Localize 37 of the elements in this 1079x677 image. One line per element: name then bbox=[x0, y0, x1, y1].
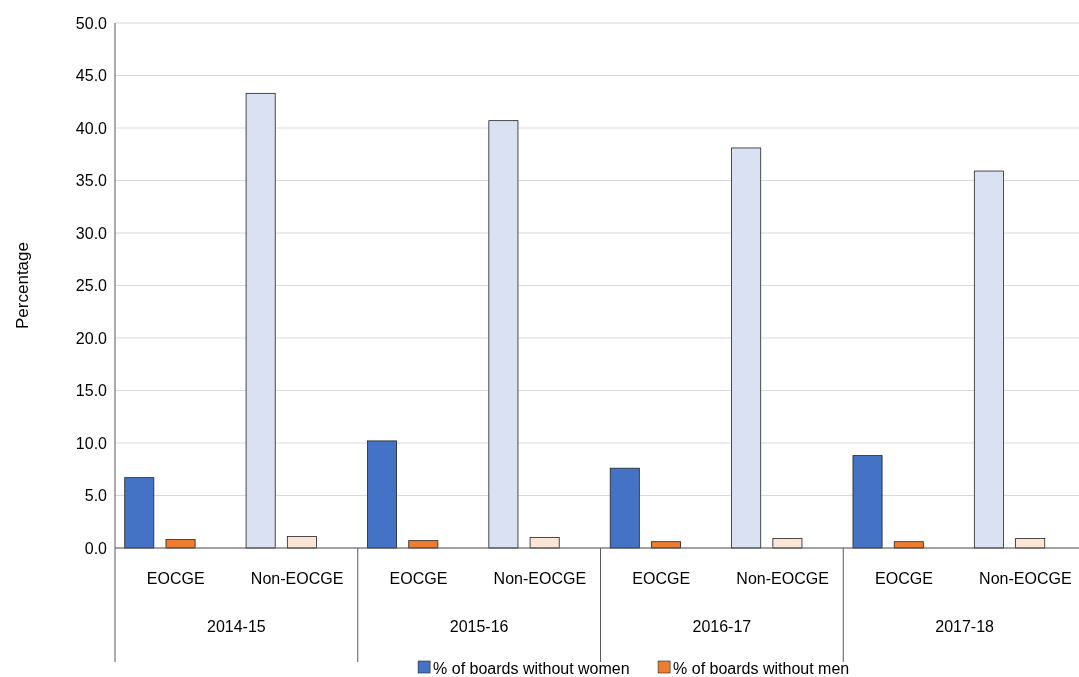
x-tick-label: Non-EOCGE bbox=[493, 569, 587, 587]
text: 2017-18 bbox=[935, 617, 995, 635]
bar bbox=[529, 537, 560, 549]
bar bbox=[772, 538, 803, 549]
x-tick-label: EOCGE bbox=[875, 569, 933, 587]
legend-label: % of boards without men bbox=[673, 659, 850, 677]
y-tick-label: 20.0 bbox=[75, 329, 108, 347]
x-tick-label: EOCGE bbox=[632, 569, 691, 587]
y-tick-label: 35.0 bbox=[75, 172, 108, 190]
text: 2014-15 bbox=[207, 617, 266, 635]
bar bbox=[165, 539, 196, 549]
y-tick-label: 15.0 bbox=[75, 382, 108, 400]
x-tick-label: EOCGE bbox=[389, 569, 448, 587]
y-tick-label: 40.0 bbox=[75, 119, 108, 137]
x-tick-label: Non-EOCGE bbox=[736, 569, 829, 587]
x-tick-label: Non-EOCGE bbox=[979, 569, 1072, 587]
x-tick-label: EOCGE bbox=[146, 569, 205, 587]
y-axis-title: Percentage bbox=[13, 242, 32, 329]
y-tick-label: 0.0 bbox=[84, 539, 108, 557]
bar bbox=[488, 120, 519, 549]
y-tick-label: 25.0 bbox=[75, 277, 108, 295]
x-tick-label: Non-EOCGE bbox=[250, 569, 344, 587]
bar bbox=[609, 467, 640, 549]
y-tick-label: 5.0 bbox=[84, 487, 108, 505]
y-tick-label: 30.0 bbox=[75, 224, 108, 242]
bar bbox=[973, 170, 1004, 549]
bar bbox=[731, 147, 762, 549]
y-tick-label: 50.0 bbox=[75, 14, 108, 32]
bar bbox=[367, 440, 397, 549]
y-tick-label: 10.0 bbox=[75, 434, 108, 452]
y-tick-label: 45.0 bbox=[75, 67, 108, 85]
bar bbox=[245, 92, 276, 549]
bar bbox=[852, 455, 883, 549]
bar bbox=[124, 477, 155, 549]
legend-label: % of boards without women bbox=[433, 659, 630, 677]
text: 2016-17 bbox=[692, 617, 752, 635]
text: 2015-16 bbox=[449, 617, 509, 635]
